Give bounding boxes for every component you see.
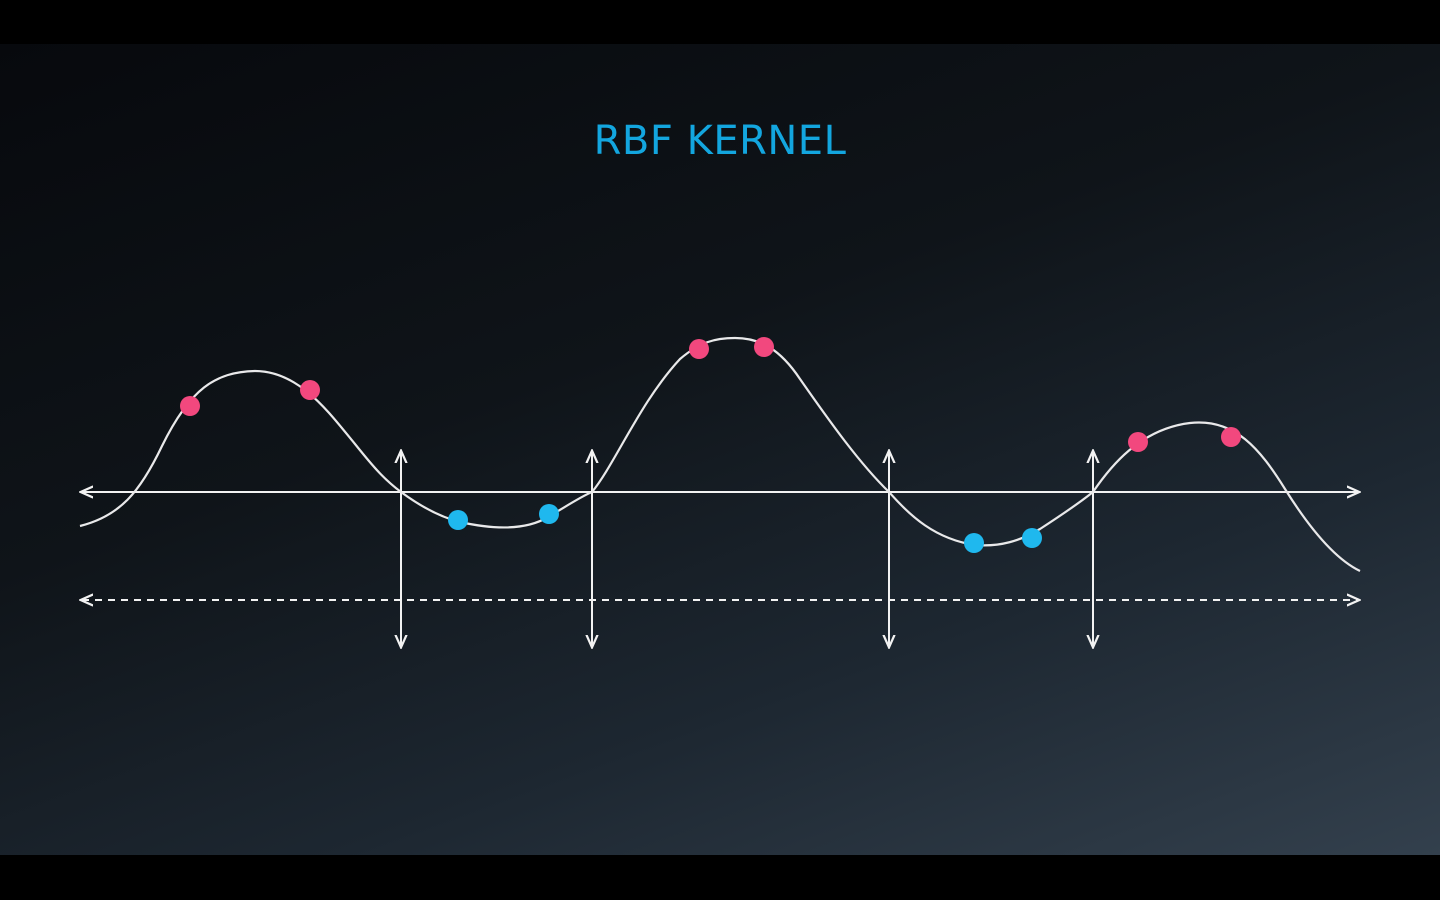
letterbox-top bbox=[0, 0, 1440, 44]
red-point bbox=[300, 380, 320, 400]
blue-point bbox=[964, 533, 984, 553]
red-point bbox=[754, 337, 774, 357]
red-point bbox=[1221, 427, 1241, 447]
rbf-curve bbox=[79, 336, 1361, 572]
blue-point bbox=[539, 504, 559, 524]
blue-point bbox=[448, 510, 468, 530]
slide-title: RBF KERNEL bbox=[593, 118, 847, 164]
rbf-diagram bbox=[0, 336, 1440, 855]
slide: RBF KERNEL bbox=[0, 44, 1440, 855]
red-point bbox=[689, 339, 709, 359]
letterbox-bottom bbox=[0, 855, 1440, 900]
blue-point bbox=[1022, 528, 1042, 548]
red-point bbox=[180, 396, 200, 416]
red-point bbox=[1128, 432, 1148, 452]
